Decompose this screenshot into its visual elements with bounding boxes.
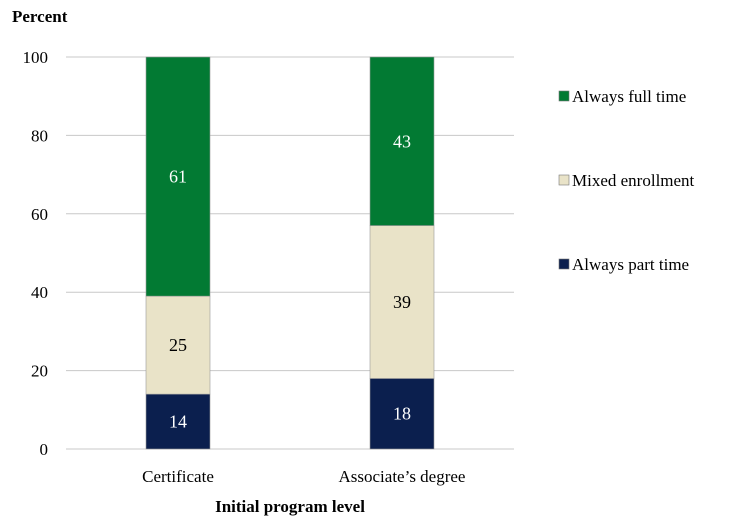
legend-swatch (558, 258, 570, 270)
gridlines (66, 56, 514, 450)
bar-segment (369, 56, 435, 226)
y-tick-labels: 0 20 40 60 80 100 (23, 48, 49, 459)
legend-label: Always full time (572, 87, 686, 106)
data-label: 14 (169, 412, 187, 432)
y-tick-label: 0 (40, 440, 49, 459)
y-tick-label: 80 (31, 126, 48, 145)
y-tick-label: 20 (31, 362, 48, 381)
data-label: 25 (169, 335, 187, 355)
bars: 14 25 61 18 39 43 (145, 56, 435, 450)
y-tick-label: 40 (31, 283, 48, 302)
y-tick-label: 100 (23, 48, 49, 67)
legend-swatch (558, 90, 570, 102)
data-label: 18 (393, 404, 411, 424)
bar-segment (369, 225, 435, 379)
legend-label: Mixed enrollment (572, 171, 695, 190)
y-tick-label: 60 (31, 205, 48, 224)
bar-segment (145, 56, 211, 297)
legend: Always full time Mixed enrollment Always p… (558, 87, 695, 274)
x-category-labels: Certificate Associate’s degree (142, 467, 465, 486)
data-label: 43 (393, 131, 411, 151)
data-label: 39 (393, 292, 411, 312)
y-axis-title: Percent (12, 7, 68, 26)
x-category-label: Certificate (142, 467, 214, 486)
bar-segment (145, 393, 211, 450)
bar-segment (145, 295, 211, 395)
x-category-label: Associate’s degree (339, 467, 466, 486)
data-label: 61 (169, 167, 187, 187)
x-axis-title: Initial program level (215, 497, 365, 516)
legend-label: Always part time (572, 255, 689, 274)
legend-swatch (558, 174, 570, 186)
